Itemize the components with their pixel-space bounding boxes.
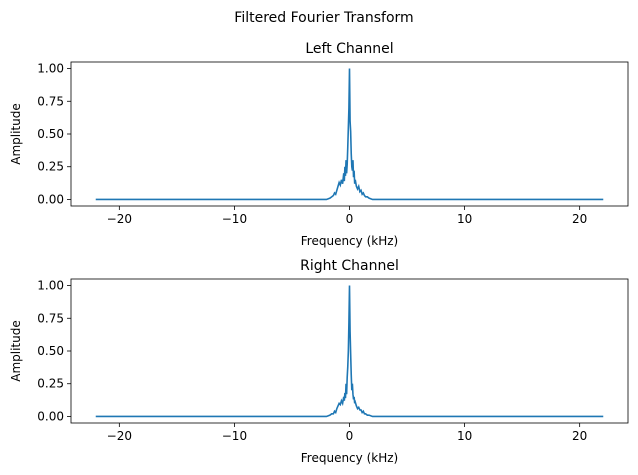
right-channel-xtick-label: −10	[222, 429, 247, 443]
figure-title: Filtered Fourier Transform	[234, 10, 413, 26]
left-channel-panel: Left Channel −20 −10 0 10 20 0.00 0.25 0.50 0.75 1…	[9, 41, 629, 248]
left-channel-ytick-label: 0.25	[37, 160, 64, 174]
left-channel-title: Left Channel	[305, 41, 393, 57]
left-channel-xtick-label: 0	[346, 212, 354, 226]
right-channel-spectrum-line	[95, 285, 604, 418]
left-channel-ytick-label: 1.00	[37, 62, 64, 76]
right-channel-xtick-label: 0	[346, 429, 354, 443]
right-channel-xtick-label: 20	[572, 429, 587, 443]
right-channel-ytick-label: 1.00	[37, 279, 64, 293]
left-channel-xtick-label: −10	[222, 212, 247, 226]
left-channel-xlabel: Frequency (kHz)	[301, 234, 398, 248]
left-channel-xtick-label: 10	[457, 212, 472, 226]
left-channel-ytick-label: 0.75	[37, 94, 64, 108]
left-channel-xtick-label: 20	[572, 212, 587, 226]
right-channel-panel: Right Channel −20 −10 0 10 20 0.00 0.25 0.50 0.75…	[9, 258, 629, 465]
right-channel-title: Right Channel	[300, 258, 399, 274]
left-channel-ylabel: Amplitude	[9, 103, 23, 165]
right-channel-ytick-label: 0.00	[37, 409, 64, 423]
left-channel-ytick-label: 0.50	[37, 127, 64, 141]
right-channel-xlabel: Frequency (kHz)	[301, 451, 398, 465]
right-channel-xtick-label: 10	[457, 429, 472, 443]
right-channel-ytick-label: 0.50	[37, 344, 64, 358]
right-channel-xtick-label: −20	[107, 429, 132, 443]
right-channel-ylabel: Amplitude	[9, 320, 23, 382]
left-channel-spectrum-line	[95, 68, 604, 201]
left-channel-ytick-label: 0.00	[37, 192, 64, 206]
right-channel-ytick-label: 0.25	[37, 377, 64, 391]
right-channel-ytick-label: 0.75	[37, 311, 64, 325]
left-channel-xtick-label: −20	[107, 212, 132, 226]
